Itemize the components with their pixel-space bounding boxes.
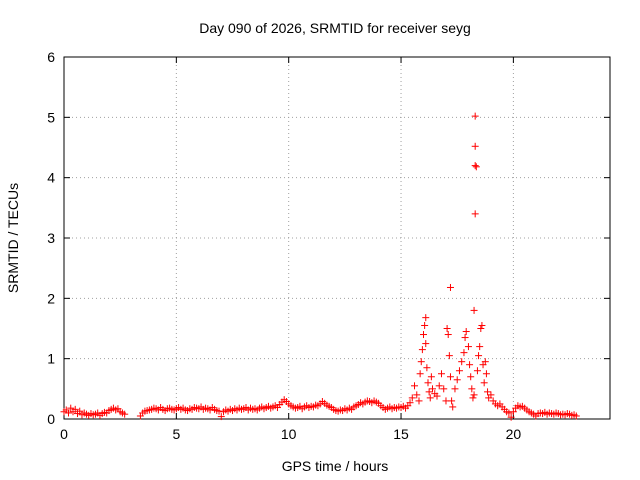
x-tick-label: 0 xyxy=(60,426,68,442)
data-point xyxy=(475,352,483,360)
data-point xyxy=(470,391,478,399)
data-point xyxy=(435,382,443,390)
data-point xyxy=(480,379,488,387)
data-point xyxy=(427,373,435,381)
data-point xyxy=(466,361,474,369)
data-point xyxy=(572,412,580,420)
chart-title: Day 090 of 2026, SRMTID for receiver sey… xyxy=(199,20,471,36)
data-point xyxy=(426,394,434,402)
data-point xyxy=(421,321,429,329)
data-point xyxy=(417,358,425,366)
data-point xyxy=(477,325,485,332)
data-point xyxy=(471,210,479,218)
data-point xyxy=(478,321,486,329)
data-point xyxy=(215,407,223,415)
data-point xyxy=(418,346,426,354)
data-point xyxy=(455,367,463,375)
data-point xyxy=(71,405,79,413)
x-tick-label: 10 xyxy=(281,426,297,442)
data-point xyxy=(422,314,430,322)
data-point xyxy=(460,349,468,357)
data-point xyxy=(458,358,466,366)
data-point xyxy=(509,408,517,416)
data-point xyxy=(464,343,472,351)
x-axis-label: GPS time / hours xyxy=(282,458,389,474)
y-tick-label: 2 xyxy=(47,290,55,306)
x-tick-label: 20 xyxy=(506,426,522,442)
data-point xyxy=(416,370,424,378)
data-point xyxy=(461,334,469,342)
data-point xyxy=(428,385,436,393)
y-tick-label: 3 xyxy=(47,230,55,246)
data-point xyxy=(425,388,433,396)
y-axis-label: SRMTID / TECUs xyxy=(5,183,21,293)
data-point xyxy=(67,404,75,412)
y-tick-label: 1 xyxy=(47,351,55,367)
data-point xyxy=(446,373,454,381)
data-point xyxy=(451,385,459,393)
data-point xyxy=(470,306,478,314)
data-point xyxy=(415,397,423,405)
y-tick-label: 5 xyxy=(47,109,55,125)
data-point xyxy=(505,409,513,417)
y-tick-label: 4 xyxy=(47,170,55,186)
data-point xyxy=(217,413,225,421)
y-tick-label: 0 xyxy=(47,411,55,427)
data-point xyxy=(424,379,432,387)
data-point xyxy=(437,370,445,378)
grid-layer xyxy=(64,57,610,419)
data-point xyxy=(467,373,475,381)
data-point xyxy=(440,385,448,393)
data-point xyxy=(482,370,490,378)
data-point xyxy=(446,283,454,291)
data-point xyxy=(487,391,495,399)
data-point xyxy=(484,388,492,396)
data-point xyxy=(443,325,451,332)
data-point xyxy=(121,410,129,418)
data-point xyxy=(420,331,428,339)
data-point xyxy=(411,382,419,390)
x-tick-label: 15 xyxy=(393,426,409,442)
data-point xyxy=(413,391,421,399)
data-point xyxy=(408,394,416,402)
data-point xyxy=(433,392,441,400)
y-tick-label: 6 xyxy=(47,49,55,65)
data-point xyxy=(406,399,414,407)
data-point xyxy=(444,331,452,339)
data-point xyxy=(449,403,457,411)
data-points xyxy=(60,112,580,421)
data-point xyxy=(468,385,476,393)
data-point xyxy=(423,364,431,372)
data-point xyxy=(471,162,479,170)
x-tick-label: 5 xyxy=(172,426,180,442)
data-point xyxy=(64,409,72,417)
data-point xyxy=(507,413,515,421)
data-point xyxy=(473,367,481,375)
tick-layer: 0 5 10 15 20 0 1 2 3 4 5 6 xyxy=(47,49,610,442)
data-point xyxy=(76,407,84,415)
data-point xyxy=(445,352,453,360)
data-point xyxy=(471,142,479,150)
data-point xyxy=(448,397,456,405)
data-point xyxy=(472,163,480,171)
data-point xyxy=(481,358,489,366)
data-point xyxy=(453,376,461,384)
data-point xyxy=(476,343,484,351)
data-point xyxy=(422,340,430,348)
data-point xyxy=(469,394,477,402)
data-point xyxy=(471,112,479,120)
data-point xyxy=(462,328,470,336)
